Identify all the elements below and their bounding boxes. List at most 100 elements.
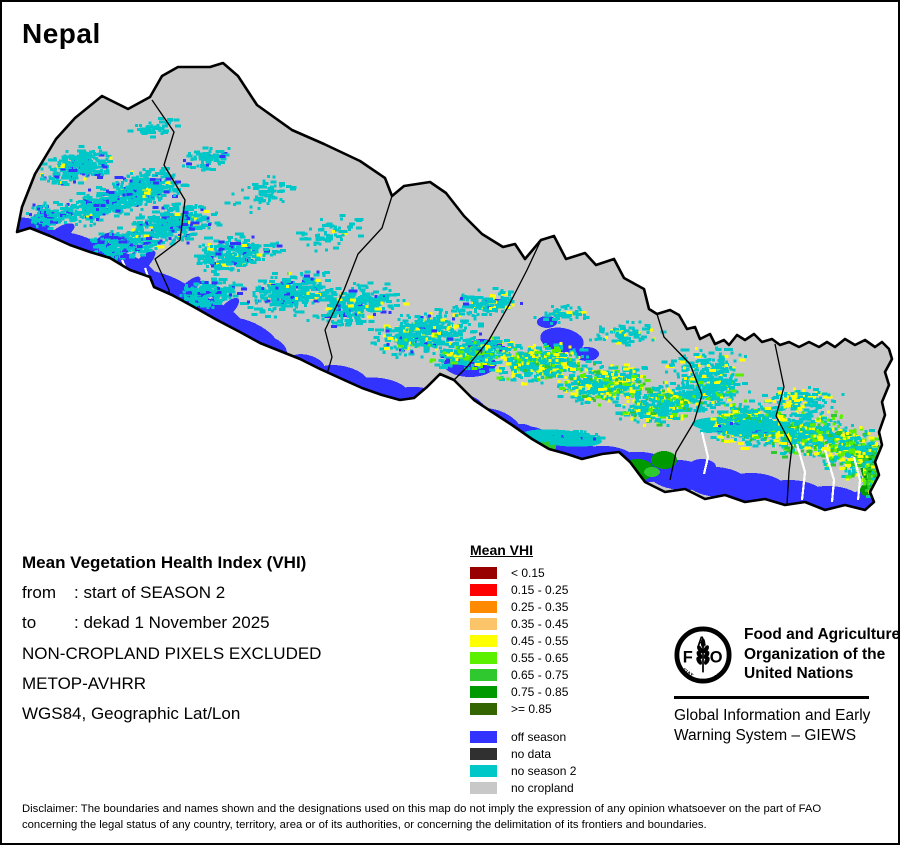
fao-logo-icon: F A O FIAT PANIS [674,626,732,684]
legend-item: 0.15 - 0.25 [470,581,576,598]
legend-swatch [470,685,497,698]
legend-label: no data [511,746,552,761]
river-gap [823,449,836,503]
pixel-cluster [489,342,602,386]
province-border [656,313,703,481]
info-value-from: : start of SEASON 2 [74,583,226,603]
wheat-ear-icon [696,638,710,673]
river-gap [852,456,862,501]
pixel-cluster [699,418,795,437]
province-border [453,239,542,381]
pixel-cluster [533,303,590,325]
legend-swatch [470,583,497,596]
river-gap [795,443,807,501]
legend-item: 0.35 - 0.45 [470,615,576,632]
pixel-cluster [194,232,286,276]
fao-letter-o: O [710,649,723,667]
legend-item: 0.45 - 0.55 [470,632,576,649]
legend-item: no data [470,745,576,762]
legend-label: no cropland [511,780,574,795]
pixel-cluster [182,146,231,172]
high-vhi-area [651,451,677,469]
fao-name-line: Food and Agriculture [744,626,900,643]
pixel-cluster [451,286,523,321]
info-row-from: from : start of SEASON 2 [22,578,321,608]
legend-label: < 0.15 [511,565,545,580]
legend-extra-list: off season no data no season 2 no cropland [470,728,576,796]
pixel-cluster [295,213,364,253]
legend-label: 0.25 - 0.35 [511,599,569,614]
river-gap [700,431,710,475]
disclaimer-line: Disclaimer: The boundaries and names sho… [22,803,822,815]
off-season-area [214,297,240,323]
info-line-sensor: METOP-AVHRR [22,673,147,693]
fao-separator [674,696,869,699]
fao-motto-fiat: FIAT [681,667,694,679]
legend-title: Mean VHI [470,542,534,558]
pixel-cluster [40,145,114,186]
fao-name: Food and Agriculture Organization of the… [744,625,900,684]
giews-caption: Global Information and Early Warning Sys… [674,706,870,745]
legend-label: 0.45 - 0.55 [511,633,569,648]
legend-item: off season [470,728,576,745]
legend-item: 0.25 - 0.35 [470,598,576,615]
legend-item: 0.75 - 0.85 [470,683,576,700]
legend-item: 0.65 - 0.75 [470,666,576,683]
legend-class-list: < 0.15 0.15 - 0.25 0.25 - 0.35 0.35 - 0.45 0… [470,564,576,717]
pixel-cluster [224,175,297,214]
info-label-from: from [22,583,56,603]
info-value-to: : dekad 1 November 2025 [74,613,270,633]
pixel-cluster [25,200,71,230]
legend-label: no season 2 [511,763,577,778]
legend-item: >= 0.85 [470,700,576,717]
legend-swatch [470,651,497,664]
country-border [15,61,894,512]
info-heading: Mean Vegetation Health Index (VHI) [22,553,307,572]
pixel-cluster [557,363,651,407]
legend-swatch [470,764,497,777]
legend-item: < 0.15 [470,564,576,581]
legend-label: 0.35 - 0.45 [511,616,569,631]
legend-swatch [470,617,497,630]
info-label-to: to [22,613,37,633]
legend-swatch [470,747,497,760]
off-season-area [537,316,557,328]
legend-swatch [470,730,497,743]
pixel-cluster [588,320,667,347]
pixel-cluster [816,425,892,483]
fao-name-line: Organization of the [744,645,886,663]
giews-line: Global Information and Early [674,707,871,724]
legend-swatch [470,668,497,681]
legend-item: no season 2 [470,762,576,779]
legend-item: no cropland [470,779,576,796]
pixel-cluster [368,307,485,359]
fao-name-line: United Nations [744,665,854,682]
info-line-noncropland: NON-CROPLAND PIXELS EXCLUDED [22,643,322,663]
giews-line: Warning System – GIEWS [674,726,857,744]
province-border [774,343,793,505]
pixel-cluster [526,429,606,446]
legend-swatch [470,634,497,647]
legend-label: 0.65 - 0.75 [511,667,569,682]
page-title: Nepal [22,18,101,49]
off-season-area [431,384,459,400]
pixel-cluster [53,185,141,228]
off-season-area [688,459,716,475]
disclaimer-line: concerning the legal status of any count… [22,818,707,831]
legend-swatch [470,600,497,613]
high-vhi-area [540,456,580,484]
off-season-area [49,223,75,241]
legend-item: 0.55 - 0.65 [470,649,576,666]
province-border [324,195,393,375]
legend-swatch [470,781,497,794]
high-vhi-area [565,474,589,490]
pixel-cluster [757,386,845,417]
legend-swatch [470,566,497,579]
off-season-area [540,327,584,353]
legend-label: 0.75 - 0.85 [511,684,569,699]
legend-label: 0.55 - 0.65 [511,650,569,665]
nepal-map [15,61,894,512]
pixel-cluster [661,346,748,382]
disclaimer: Disclaimer: The boundaries and names sho… [22,802,821,833]
